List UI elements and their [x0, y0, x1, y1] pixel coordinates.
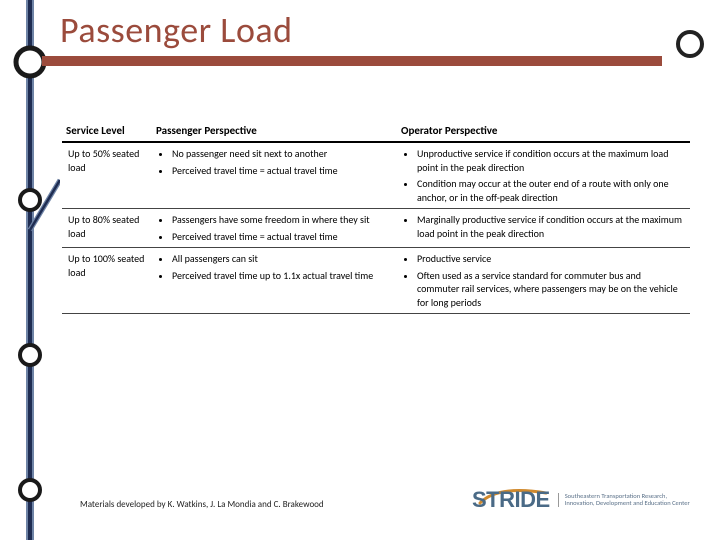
list-item: No passenger need sit next to another [172, 147, 391, 161]
table-row: Up to 80% seated load Passengers have som… [62, 209, 690, 248]
table-header-row: Service Level Passenger Perspective Oper… [62, 120, 690, 142]
list-item: Perceived travel time = actual travel ti… [172, 164, 391, 178]
list-item: All passengers can sit [172, 252, 391, 266]
list-item: Condition may occur at the outer end of … [417, 177, 684, 204]
list-item: Marginally productive service if conditi… [417, 213, 684, 240]
stride-subtitle-line2: Innovation, Development and Education Ce… [565, 500, 690, 507]
left-transit-rail [0, 0, 60, 540]
cell-operator-perspective: Unproductive service if condition occurs… [397, 142, 690, 209]
cell-operator-perspective: Productive service Often used as a servic… [397, 248, 690, 314]
list-item: Passengers have some freedom in where th… [172, 213, 391, 227]
table-row: Up to 50% seated loadNo passenger need s… [62, 142, 690, 209]
footer-credit: Materials developed by K. Watkins, J. La… [80, 499, 324, 510]
slide-title: Passenger Load [60, 8, 293, 52]
col-header-operator: Operator Perspective [397, 120, 690, 142]
col-header-passenger: Passenger Perspective [152, 120, 397, 142]
title-underline [42, 56, 662, 66]
stride-subtitle: Southeastern Transportation Research, In… [558, 493, 690, 508]
col-header-service-level: Service Level [62, 120, 152, 142]
cell-passenger-perspective: No passenger need sit next to another Per… [152, 142, 397, 209]
cell-service-level: Up to 100% seated load [62, 248, 152, 314]
cell-passenger-perspective: All passengers can sit Perceived travel t… [152, 248, 397, 314]
list-item: Often used as a service standard for com… [417, 269, 684, 310]
passenger-load-table: Service Level Passenger Perspective Oper… [62, 120, 690, 314]
list-item: Unproductive service if condition occurs… [417, 147, 684, 174]
table-row: Up to 100% seated loadAll passengers can… [62, 248, 690, 314]
cell-passenger-perspective: Passengers have some freedom in where th… [152, 209, 397, 248]
list-item: Perceived travel time up to 1.1x actual … [172, 269, 391, 283]
list-item: Productive service [417, 252, 684, 266]
stride-logo: STRIDE Southeastern Transportation Resea… [472, 480, 702, 520]
cell-service-level: Up to 80% seated load [62, 209, 152, 248]
cell-service-level: Up to 50% seated load [62, 142, 152, 209]
station-ring-top-right [676, 30, 704, 58]
list-item: Perceived travel time = actual travel ti… [172, 230, 391, 244]
cell-operator-perspective: Marginally productive service if conditi… [397, 209, 690, 248]
stride-wordmark: STRIDE [472, 487, 550, 513]
